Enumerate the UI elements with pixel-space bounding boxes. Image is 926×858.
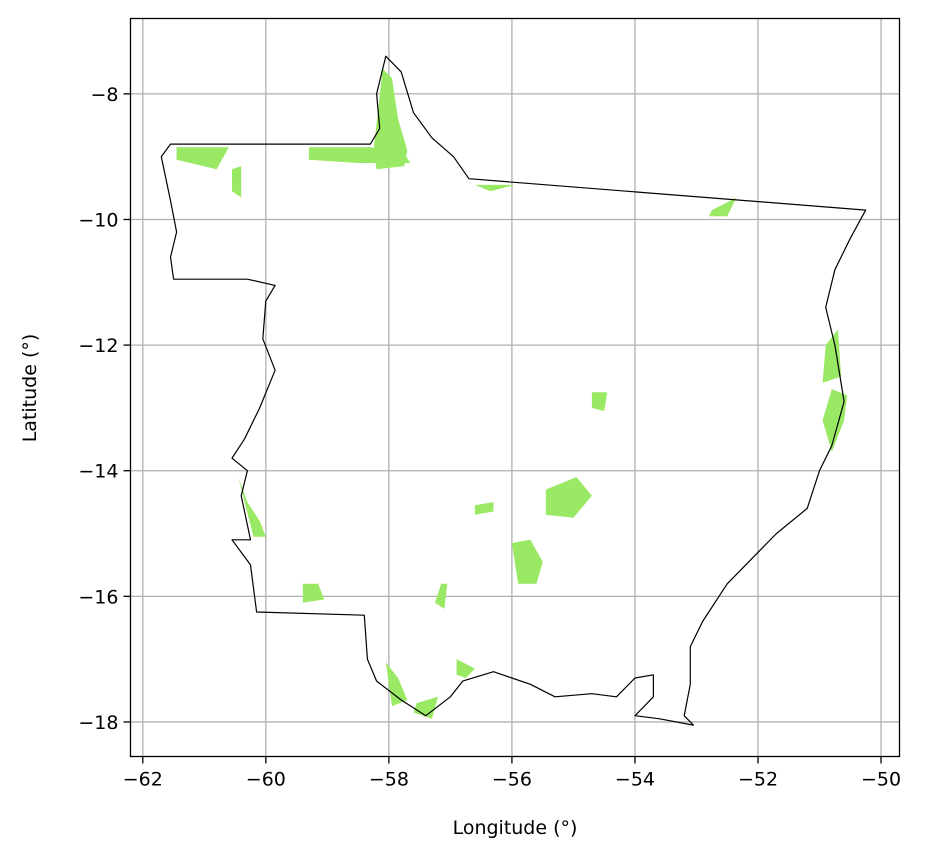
y-tick-label: −12 bbox=[78, 335, 118, 357]
x-tick-label: −62 bbox=[123, 769, 163, 791]
y-tick-label: −16 bbox=[78, 586, 118, 608]
protected-area-11 bbox=[475, 502, 494, 515]
grid-layer bbox=[130, 18, 900, 757]
y-axis-label: Latitude (°) bbox=[19, 334, 41, 443]
protected-areas-layer bbox=[176, 68, 848, 719]
protected-area-10 bbox=[545, 477, 592, 518]
protected-area-4 bbox=[232, 166, 242, 198]
y-tick-label: −8 bbox=[90, 84, 118, 106]
state-boundary bbox=[160, 55, 867, 726]
x-tick-label: −56 bbox=[492, 769, 532, 791]
protected-area-7 bbox=[822, 329, 842, 383]
protected-area-8 bbox=[822, 389, 848, 452]
x-tick-label: −50 bbox=[861, 769, 901, 791]
x-tick-label: −54 bbox=[615, 769, 655, 791]
protected-area-17 bbox=[413, 696, 439, 719]
x-axis-label: Longitude (°) bbox=[453, 817, 578, 839]
protected-area-15 bbox=[435, 583, 448, 609]
tick-layer: −62 −60 −58 −56 −54 −52 −50 −8 −10 −12 −14 −16 −18 bbox=[78, 84, 901, 791]
protected-area-12 bbox=[511, 539, 543, 584]
plot-frame bbox=[129, 17, 901, 758]
protected-area-9 bbox=[591, 392, 608, 412]
protected-area-5 bbox=[475, 184, 515, 192]
protected-area-18 bbox=[456, 659, 475, 678]
protected-area-16 bbox=[385, 662, 408, 707]
y-tick-label: −10 bbox=[78, 209, 118, 231]
protected-area-2 bbox=[308, 147, 411, 163]
x-tick-label: −58 bbox=[369, 769, 409, 791]
x-tick-label: −60 bbox=[246, 769, 286, 791]
y-tick-label: −18 bbox=[78, 712, 118, 734]
protected-area-13 bbox=[238, 477, 266, 537]
protected-area-3 bbox=[176, 147, 229, 170]
protected-area-14 bbox=[302, 583, 325, 603]
protected-area-1 bbox=[373, 68, 408, 170]
x-tick-label: −52 bbox=[738, 769, 778, 791]
boundary-layer bbox=[160, 55, 867, 726]
y-tick-label: −14 bbox=[78, 461, 118, 483]
protected-area-6 bbox=[708, 197, 737, 217]
